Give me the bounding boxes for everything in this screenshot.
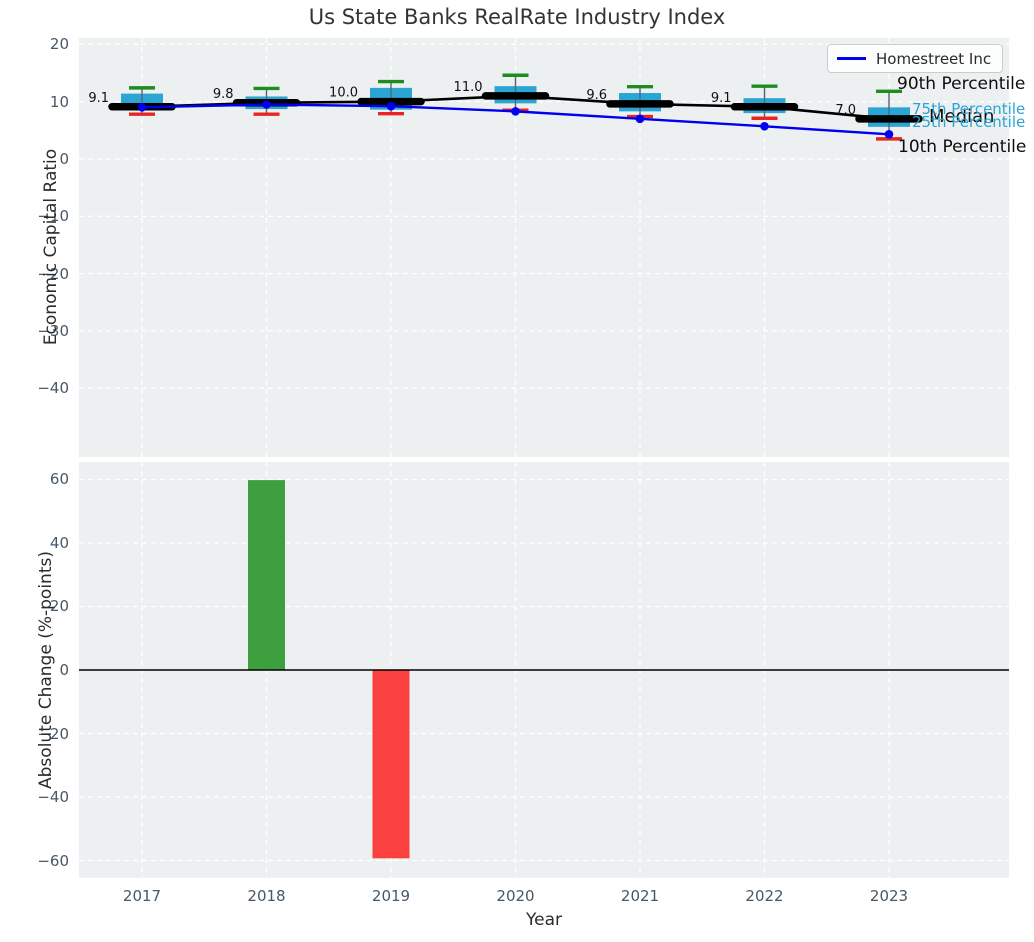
annotation-90th-percentile: 90th Percentile [897,74,1026,94]
bar-positive [248,480,285,670]
bar-negative [372,670,410,859]
y-tick-label: 0 [59,661,69,679]
top-plot-area: 9.1 9.8 10.0 11.0 9.6 9.1 7.0 [79,38,1009,457]
x-tick-label: 2018 [247,887,286,905]
x-tick-label: 2022 [745,887,784,905]
median-value-label: 11.0 [454,80,483,95]
homestreet-marker [386,101,396,111]
median-value-label: 9.8 [213,87,234,102]
y-tick-label: 60 [49,470,69,489]
homestreet-marker [635,114,645,124]
y-tick-label: −40 [37,379,69,398]
boxplot-canvas: 9.1 9.8 10.0 11.0 9.6 9.1 7.0 [79,38,1009,457]
bottom-plot-area [79,462,1009,878]
y-tick-label: 20 [49,35,69,54]
top-y-axis-label: Economic Capital Ratio [41,148,61,346]
y-tick-label: −30 [37,321,69,340]
x-tick-label: 2017 [122,887,162,905]
annotation-median: Median [929,106,995,127]
y-tick-label: −40 [37,788,69,807]
median-value-label: 10.0 [329,86,358,101]
homestreet-marker [511,107,520,116]
homestreet-marker [760,121,769,131]
median-value-label: 9.1 [711,91,732,106]
x-tick-label: 2023 [869,887,909,905]
bar-canvas [79,462,1009,878]
y-tick-label: −20 [37,724,69,743]
y-tick-label: −60 [37,851,69,870]
x-tick-label: 2019 [371,887,411,905]
bottom-y-axis-label: Absolute Change (%-points) [36,551,56,789]
chart-title: Us State Banks RealRate Industry Index [308,5,726,29]
median-value-label: 9.6 [586,88,607,103]
homestreet-marker [262,100,271,109]
annotation-25th-percentile: 25th Percentile [912,113,1026,131]
homestreet-marker [137,103,147,112]
x-tick-label: 2020 [496,887,535,905]
median-value-label: 7.0 [835,103,856,118]
legend-line-icon [837,57,866,60]
annotation-10th-percentile: 10th Percentile [898,137,1027,157]
y-tick-label: 40 [49,533,69,552]
median-value-label: 9.1 [88,91,109,106]
x-tick-label: 2021 [620,887,660,905]
x-axis-label: Year [526,910,562,930]
y-tick-label: 0 [59,149,69,168]
y-tick-label: 20 [49,597,69,616]
annotation-75th-percentile: 75th Percentile [912,100,1026,118]
y-tick-label: −20 [37,264,69,283]
legend: Homestreet Inc [827,44,1003,73]
homestreet-marker [884,129,894,139]
y-tick-label: −10 [37,207,69,226]
y-tick-label: 10 [49,92,69,111]
legend-label: Homestreet Inc [876,49,992,68]
